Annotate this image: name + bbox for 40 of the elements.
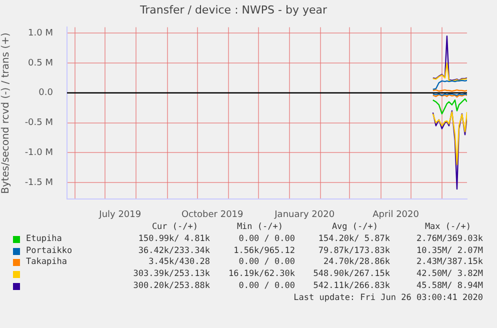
text: Last update: Fri Jun 26 03:00:41 2020 <box>294 292 483 303</box>
text: 3.45k/430.28 <box>148 257 210 268</box>
text: 300.20k/253.88k <box>133 280 210 291</box>
y-tick-label: 0.5 M <box>28 58 53 68</box>
text: 10.35M/ 2.07M <box>416 246 483 256</box>
text: 303.39k/253.13k <box>133 269 210 280</box>
text: 150.99k/ 4.81k <box>138 234 210 244</box>
text: 542.11k/266.83k <box>313 280 390 291</box>
text: Avg (-/+) <box>332 222 378 232</box>
text: 0.00 / 0.00 <box>238 234 295 244</box>
x-tick-label: January 2020 <box>274 210 335 220</box>
x-tick-label: July 2019 <box>98 210 142 220</box>
text: 154.20k/ 5.87k <box>318 234 390 244</box>
text: 79.87k/173.83k <box>318 246 390 256</box>
text: Min (-/+) <box>236 222 283 232</box>
text: 0.00 / 0.00 <box>238 257 295 268</box>
y-tick-label: -1.0 M <box>24 148 53 158</box>
text: 36.42k/233.34k <box>138 246 210 256</box>
y-tick-label: 1.0 M <box>28 28 53 39</box>
legend-label: Etupiha <box>26 234 62 244</box>
x-tick-label: April 2020 <box>372 210 420 220</box>
text: 24.70k/28.86k <box>323 257 390 268</box>
y-tick-label: -1.5 M <box>24 178 53 188</box>
text: 42.50M/ 3.82M <box>416 269 483 280</box>
text: Max (-/+) <box>424 222 471 232</box>
text: 2.76M/369.03k <box>416 234 483 244</box>
text: 2.43M/387.15k <box>416 257 483 268</box>
chart-title: Transfer / device : NWPS - by year <box>139 3 328 16</box>
y-tick-label: -0.5 M <box>24 118 53 128</box>
text: 45.58M/ 8.94M <box>416 280 483 291</box>
legend-label: Takapiha <box>26 257 67 268</box>
text: 16.19k/62.30k <box>228 269 295 280</box>
y-tick-label: 0.0 <box>38 88 54 98</box>
text: Cur (-/+) <box>152 222 198 232</box>
legend-label: Portaikko <box>26 246 72 256</box>
text: 548.90k/267.15k <box>313 269 390 280</box>
x-tick-label: October 2019 <box>181 210 244 220</box>
text: 0.00 / 0.00 <box>238 280 295 291</box>
text: 1.56k/965.12 <box>234 246 295 256</box>
y-axis-title: Bytes/second rcvd (-) / trans (+) <box>0 32 12 194</box>
